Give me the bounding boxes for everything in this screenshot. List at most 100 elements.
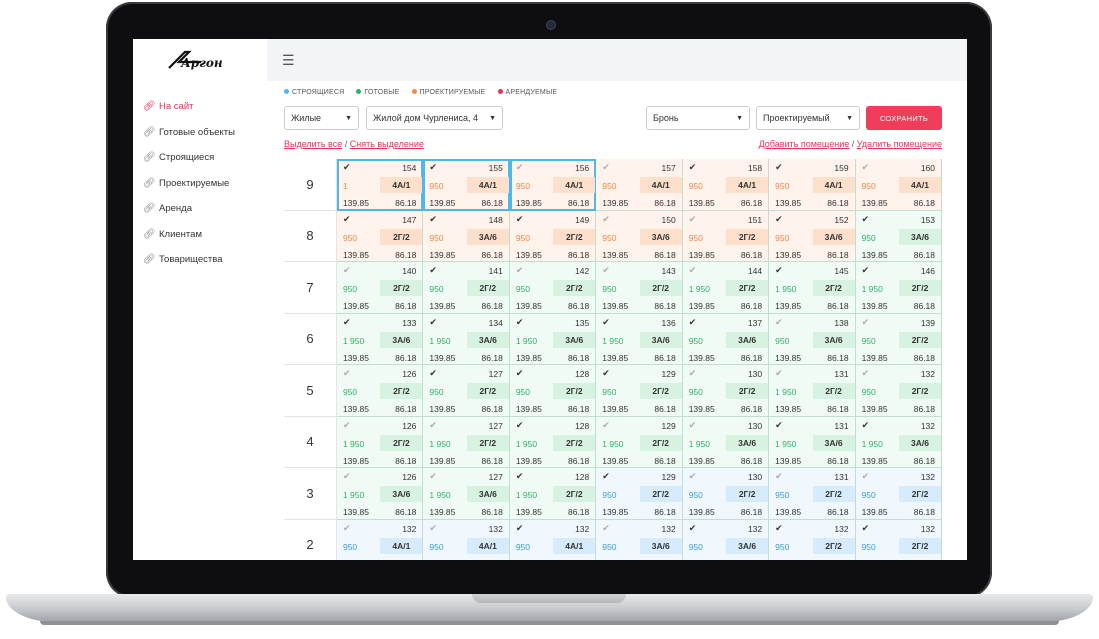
edit-icon[interactable]: ✔ [342,316,351,327]
edit-icon[interactable]: ✔ [688,419,697,430]
edit-icon[interactable]: ✔ [775,522,783,533]
edit-icon[interactable]: ✔ [688,368,697,378]
edit-icon[interactable]: ✔ [775,419,783,430]
apartment-cell[interactable]: ✔ 132 950 3А/6 [596,519,683,560]
apartment-cell[interactable]: ✔ 141 950 2Г/2 139.85 86.18 [423,262,510,314]
apartment-cell[interactable]: ✔ 140 950 2Г/2 139.85 86.18 [336,262,424,314]
apartment-cell[interactable]: ✔ 127 950 2Г/2 139.85 86.18 [423,365,510,417]
apartment-cell[interactable]: ✔ 132 950 2Г/2 [769,519,856,560]
deselect-link[interactable]: Снять выделение [349,139,424,149]
edit-icon[interactable]: ✔ [342,419,351,430]
edit-icon[interactable]: ✔ [775,368,783,378]
edit-icon[interactable]: ✔ [342,265,351,275]
apartment-cell[interactable]: ✔ 146 1 950 2Г/2 139.85 86.18 [855,262,943,314]
apartment-cell[interactable]: ✔ 129 950 2Г/2 139.85 86.18 [596,365,683,417]
edit-icon[interactable]: ✔ [861,213,870,224]
apartment-cell[interactable]: ✔ 130 1 950 3А/6 139.85 86.18 [682,416,770,468]
apartment-cell[interactable]: ✔ 131 950 2Г/2 139.85 86.18 [769,468,856,520]
apartment-cell[interactable]: ✔ 126 950 2Г/2 139.85 86.18 [336,365,424,417]
edit-icon[interactable]: ✔ [688,522,697,533]
sidebar-item-site[interactable]: 🔗︎ На сайт [143,94,235,120]
apartment-cell[interactable]: ✔ 128 950 2Г/2 139.85 86.18 [509,365,597,417]
apartment-cell[interactable]: ✔ 131 1 950 2Г/2 139.85 86.18 [769,365,856,417]
edit-icon[interactable]: ✔ [775,265,783,275]
edit-icon[interactable]: ✔ [602,368,610,378]
sidebar-item-rent[interactable]: 🔗︎ Аренда [143,196,235,222]
edit-icon[interactable]: ✔ [515,368,524,378]
apartment-cell[interactable]: ✔ 145 1 950 2Г/2 139.85 86.18 [769,262,856,314]
edit-icon[interactable]: ✔ [429,471,437,481]
edit-icon[interactable]: ✔ [342,368,351,378]
edit-icon[interactable]: ✔ [602,213,610,224]
apartment-cell[interactable]: ✔ 130 950 2Г/2 139.85 86.18 [682,468,770,520]
apartment-cell[interactable]: ✔ 132 950 2Г/2 139.85 86.18 [855,468,943,520]
edit-icon[interactable]: ✔ [602,162,610,172]
apartment-cell[interactable]: ✔ 134 1 950 3А/6 139.85 86.18 [423,313,510,365]
apartment-cell[interactable]: ✔ 151 950 2Г/2 139.85 86.18 [682,210,770,262]
apartment-cell[interactable]: ✔ 137 950 3А/6 139.85 86.18 [682,313,770,365]
edit-icon[interactable]: ✔ [515,162,524,172]
edit-icon[interactable]: ✔ [861,419,870,430]
apartment-cell[interactable]: ✔ 127 1 950 3А/6 139.85 86.18 [423,468,510,520]
add-room-link[interactable]: Добавить помещение [758,139,850,149]
stage-select[interactable]: Проектируемый ▼ [756,106,860,130]
edit-icon[interactable]: ✔ [602,471,610,481]
edit-icon[interactable]: ✔ [861,522,870,533]
apartment-cell[interactable]: ✔ 155 950 4А/1 139.85 86.18 [423,159,510,211]
apartment-cell[interactable]: ✔ 126 1 950 3А/6 139.85 86.18 [336,468,424,520]
sidebar-item-clients[interactable]: 🔗︎ Клиентам [143,222,235,248]
edit-icon[interactable]: ✔ [688,316,697,327]
edit-icon[interactable]: ✔ [429,213,437,224]
apartment-cell[interactable]: ✔ 144 1 950 2Г/2 139.85 86.18 [682,262,770,314]
edit-icon[interactable]: ✔ [515,471,524,481]
apartment-cell[interactable]: ✔ 135 1 950 3А/6 139.85 86.18 [509,313,597,365]
edit-icon[interactable]: ✔ [861,368,870,378]
edit-icon[interactable]: ✔ [429,368,437,378]
edit-icon[interactable]: ✔ [688,213,697,224]
edit-icon[interactable]: ✔ [861,471,870,481]
apartment-cell[interactable]: ✔ 138 950 3А/6 139.85 86.18 [769,313,856,365]
apartment-cell[interactable]: ✔ 133 1 950 3А/6 139.85 86.18 [336,313,424,365]
edit-icon[interactable]: ✔ [861,265,870,275]
apartment-cell[interactable]: ✔ 131 1 950 3А/6 139.85 86.18 [769,416,856,468]
edit-icon[interactable]: ✔ [775,471,783,481]
apartment-cell[interactable]: ✔ 129 1 950 2Г/2 139.85 86.18 [596,416,683,468]
menu-icon[interactable]: ☰ [282,52,295,68]
edit-icon[interactable]: ✔ [429,316,437,327]
apartment-cell[interactable]: ✔ 130 950 2Г/2 139.85 86.18 [682,365,770,417]
apartment-cell[interactable]: ✔ 132 950 2Г/2 [855,519,943,560]
apartment-cell[interactable]: ✔ 128 1 950 2Г/2 139.85 86.18 [509,468,597,520]
edit-icon[interactable]: ✔ [602,316,610,327]
sidebar-item-design[interactable]: 🔗︎ Проектируемые [143,171,235,197]
apartment-cell[interactable]: ✔ 160 950 4А/1 139.85 86.18 [855,159,943,211]
apartment-cell[interactable]: ✔ 158 950 4А/1 139.85 86.18 [682,159,770,211]
edit-icon[interactable]: ✔ [515,213,524,224]
type-select[interactable]: Жилые ▼ [284,106,359,130]
edit-icon[interactable]: ✔ [515,419,524,430]
edit-icon[interactable]: ✔ [429,522,437,533]
edit-icon[interactable]: ✔ [429,265,437,275]
edit-icon[interactable]: ✔ [429,162,437,172]
apartment-cell[interactable]: ✔ 150 950 3А/6 139.85 86.18 [596,210,683,262]
edit-icon[interactable]: ✔ [602,265,610,275]
remove-room-link[interactable]: Удалить помещение [856,139,942,149]
edit-icon[interactable]: ✔ [775,213,783,224]
apartment-cell[interactable]: ✔ 132 950 4А/1 [509,519,597,560]
apartment-cell[interactable]: ✔ 148 950 3А/6 139.85 86.18 [423,210,510,262]
edit-icon[interactable]: ✔ [602,419,610,430]
apartment-cell[interactable]: ✔ 143 950 2Г/2 139.85 86.18 [596,262,683,314]
edit-icon[interactable]: ✔ [342,522,351,533]
apartment-cell[interactable]: ✔ 132 950 2Г/2 139.85 86.18 [855,365,943,417]
apartment-cell[interactable]: ✔ 149 950 2Г/2 139.85 86.18 [509,210,597,262]
apartment-cell[interactable]: ✔ 153 950 3А/6 139.85 86.18 [855,210,943,262]
apartment-cell[interactable]: ✔ 128 1 950 2Г/2 139.85 86.18 [509,416,597,468]
apartment-cell[interactable]: ✔ 132 950 4А/1 [423,519,510,560]
edit-icon[interactable]: ✔ [515,316,524,327]
edit-icon[interactable]: ✔ [515,522,524,533]
apartment-cell[interactable]: ✔ 127 1 950 2Г/2 139.85 86.18 [423,416,510,468]
apartment-cell[interactable]: ✔ 142 950 2Г/2 139.85 86.18 [509,262,597,314]
apartment-cell[interactable]: ✔ 126 1 950 2Г/2 139.85 86.18 [336,416,424,468]
apartment-cell[interactable]: ✔ 156 950 4А/1 139.85 86.18 [509,159,597,211]
edit-icon[interactable]: ✔ [688,162,697,172]
apartment-cell[interactable]: ✔ 152 950 3А/6 139.85 86.18 [769,210,856,262]
